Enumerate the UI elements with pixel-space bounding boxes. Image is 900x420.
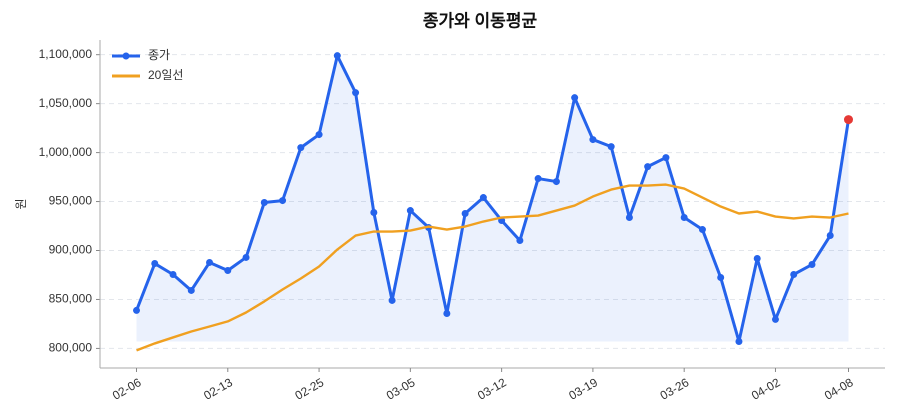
- point: [516, 237, 524, 245]
- legend-label: 20일선: [148, 68, 183, 82]
- point: [151, 260, 159, 268]
- x-tick-label: 03-12: [475, 375, 509, 403]
- point: [206, 258, 214, 266]
- point: [826, 232, 834, 240]
- point: [352, 89, 360, 97]
- y-tick-label: 800,000: [49, 341, 93, 355]
- point: [790, 270, 798, 278]
- x-tick-label: 02-06: [110, 375, 144, 403]
- x-tick-label: 04-08: [822, 375, 856, 403]
- point: [552, 178, 560, 186]
- point: [680, 214, 688, 222]
- point: [169, 270, 177, 278]
- point: [753, 255, 761, 263]
- legend-marker: [122, 52, 130, 60]
- point: [571, 94, 579, 102]
- y-tick-label: 1,100,000: [39, 47, 93, 61]
- y-axis-label: 원: [14, 198, 28, 209]
- x-tick-label: 04-02: [749, 375, 783, 403]
- point: [662, 154, 670, 162]
- point: [388, 296, 396, 304]
- point: [771, 315, 779, 323]
- point: [589, 136, 597, 144]
- point: [406, 207, 414, 215]
- point: [333, 52, 341, 60]
- last-point: [843, 115, 853, 125]
- point: [607, 143, 615, 151]
- point: [260, 199, 268, 207]
- point: [644, 163, 652, 171]
- point: [224, 266, 232, 274]
- point: [443, 309, 451, 317]
- point: [808, 261, 816, 269]
- point: [735, 337, 743, 345]
- point: [133, 306, 141, 314]
- chart-title: 종가와 이동평균: [423, 11, 538, 30]
- point: [315, 131, 323, 139]
- x-tick-label: 03-26: [658, 375, 692, 403]
- point: [534, 175, 542, 183]
- series-line: [135, 54, 850, 343]
- point: [698, 226, 706, 234]
- y-tick-label: 1,050,000: [39, 96, 93, 110]
- point: [717, 274, 725, 282]
- y-tick-label: 950,000: [49, 194, 93, 208]
- legend-label: 종가: [148, 48, 170, 62]
- y-tick-label: 900,000: [49, 243, 93, 257]
- point: [187, 286, 195, 294]
- x-tick-label: 02-25: [293, 375, 327, 403]
- series-line: [136, 183, 849, 352]
- point: [461, 209, 469, 217]
- point: [479, 194, 487, 202]
- point: [279, 197, 287, 205]
- x-tick-label: 03-19: [566, 375, 600, 403]
- x-tick-label: 02-13: [201, 375, 235, 403]
- y-tick-label: 1,000,000: [39, 145, 93, 159]
- y-tick-label: 850,000: [49, 292, 93, 306]
- point: [625, 214, 633, 222]
- point: [370, 209, 378, 217]
- point: [242, 253, 250, 261]
- x-tick-label: 03-05: [384, 375, 418, 403]
- point: [297, 144, 305, 152]
- area-fill: [136, 55, 849, 342]
